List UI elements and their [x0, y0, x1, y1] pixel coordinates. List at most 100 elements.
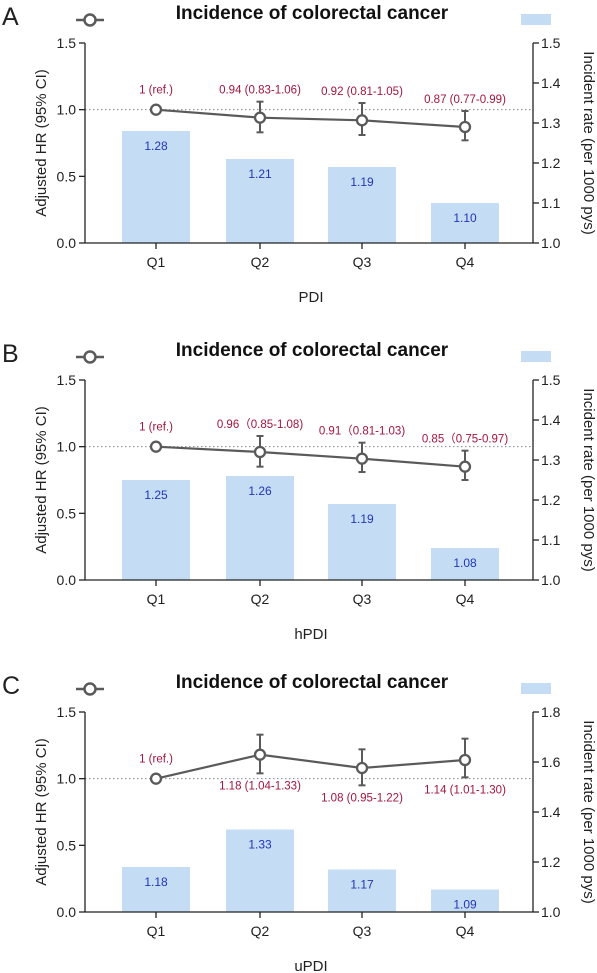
left-y-axis-label: Adjusted HR (95% CI): [33, 738, 50, 886]
bar-value-label: 1.17: [350, 878, 374, 892]
bar: [226, 159, 294, 243]
x-tick-label: Q2: [251, 591, 270, 607]
legend-marker-icon: [83, 13, 97, 27]
bar: [122, 480, 190, 580]
hr-point: [458, 120, 472, 134]
right-y-tick-label: 1.1: [541, 195, 561, 211]
right-y-tick-label: 1.8: [541, 704, 561, 720]
hr-value-label: 1.18 (1.04-1.33): [219, 780, 301, 792]
hr-point: [149, 772, 163, 785]
right-y-tick-label: 1.4: [541, 75, 561, 91]
right-y-tick-label: 1.3: [541, 115, 561, 131]
bar: [226, 476, 294, 580]
left-y-tick-label: 1.5: [57, 372, 77, 388]
x-tick-label: Q2: [251, 254, 270, 270]
x-tick-label: Q4: [456, 254, 475, 270]
left-y-axis-label: Adjusted HR (95% CI): [33, 69, 50, 217]
x-tick-label: Q4: [456, 923, 475, 939]
hr-value-label: 0.96（0.85-1.08): [217, 418, 303, 431]
bar: [328, 167, 396, 243]
x-axis-label: uPDI: [294, 958, 327, 973]
legend-bar-swatch: [521, 683, 551, 694]
chart-title: Incidence of colorectal cancer: [176, 672, 449, 693]
hr-line: [155, 445, 466, 468]
bar: [328, 504, 396, 580]
right-y-tick-label: 1.5: [541, 372, 561, 388]
panel-a: A Incidence of colorectal cancer PDI Adj…: [2, 3, 597, 306]
bar-value-label: 1.08: [453, 556, 477, 570]
x-tick-label: Q1: [147, 591, 166, 607]
hr-value-label: 0.94 (0.83-1.06): [219, 85, 301, 97]
right-y-tick-label: 1.0: [541, 235, 561, 251]
bar-value-label: 1.33: [248, 838, 272, 852]
panel-b: B Incidence of colorectal cancer hPDI Ad…: [2, 340, 597, 643]
x-tick-label: Q3: [353, 254, 372, 270]
hr-point: [149, 440, 163, 453]
left-y-tick-label: 1.5: [57, 704, 77, 720]
hr-point: [458, 753, 472, 767]
legend-marker-icon: [83, 350, 97, 364]
left-y-tick-label: 1.0: [57, 771, 77, 787]
bar: [328, 869, 396, 912]
legend-marker-icon: [83, 682, 97, 696]
bar: [122, 867, 190, 912]
bar-value-label: 1.28: [144, 139, 168, 153]
left-y-tick-label: 0.0: [57, 235, 77, 251]
bar: [431, 203, 499, 243]
x-tick-label: Q1: [147, 254, 166, 270]
hr-value-label: 0.85（0.75-0.97): [422, 433, 508, 446]
bar: [122, 131, 190, 243]
right-y-tick-label: 1.3: [541, 452, 561, 468]
x-tick-label: Q1: [147, 923, 166, 939]
right-y-tick-label: 1.4: [541, 804, 561, 820]
right-y-axis-label: Incident rate (per 1000 pys): [580, 388, 597, 571]
right-y-axis-label: Incident rate (per 1000 pys): [580, 51, 597, 234]
hr-value-label: 0.91（0.81-1.03): [319, 425, 405, 438]
x-axis-label: PDI: [298, 289, 323, 306]
left-y-tick-label: 0.5: [57, 837, 77, 853]
bar-value-label: 1.19: [350, 512, 374, 526]
chart-title: Incidence of colorectal cancer: [176, 340, 449, 361]
left-y-axis-label: Adjusted HR (95% CI): [33, 406, 50, 554]
panel-c: C Incidence of colorectal cancer uPDI Ad…: [2, 672, 597, 973]
right-y-tick-label: 1.0: [541, 572, 561, 588]
bar: [226, 829, 294, 912]
bar-value-label: 1.10: [453, 211, 477, 225]
left-y-tick-label: 1.5: [57, 35, 77, 51]
x-tick-label: Q2: [251, 923, 270, 939]
right-y-tick-label: 1.2: [541, 155, 561, 171]
hr-value-label: 0.87 (0.77-0.99): [424, 94, 506, 106]
hr-value-label: 1 (ref.): [139, 422, 173, 434]
hr-line: [155, 108, 466, 129]
panel-letter: B: [2, 340, 19, 368]
hr-value-label: 1.14 (1.01-1.30): [424, 784, 506, 796]
legend-bar-swatch: [521, 14, 551, 25]
left-y-tick-label: 1.0: [57, 102, 77, 118]
hr-line: [155, 753, 466, 780]
bar: [431, 889, 499, 912]
x-tick-label: Q4: [456, 591, 475, 607]
right-y-axis-label: Incident rate (per 1000 pys): [580, 720, 597, 903]
x-tick-label: Q3: [353, 591, 372, 607]
chart-title: Incidence of colorectal cancer: [176, 3, 449, 24]
hr-point: [458, 460, 472, 473]
right-y-tick-label: 1.1: [541, 532, 561, 548]
bar-value-label: 1.21: [248, 167, 272, 181]
hr-point: [355, 761, 369, 775]
hr-point: [253, 111, 267, 124]
legend-bar-swatch: [521, 351, 551, 362]
right-y-tick-label: 1.2: [541, 492, 561, 508]
bar-value-label: 1.18: [144, 875, 168, 889]
left-y-tick-label: 1.0: [57, 439, 77, 455]
bar-value-label: 1.25: [144, 488, 168, 502]
left-y-tick-label: 0.0: [57, 572, 77, 588]
hr-point: [149, 103, 163, 116]
hr-point: [355, 452, 369, 465]
right-y-tick-label: 1.2: [541, 854, 561, 870]
panel-letter: C: [2, 672, 20, 700]
bar-value-label: 1.26: [248, 484, 272, 498]
bar-value-label: 1.19: [350, 175, 374, 189]
x-axis-label: hPDI: [294, 626, 327, 643]
right-y-tick-label: 1.4: [541, 412, 561, 428]
